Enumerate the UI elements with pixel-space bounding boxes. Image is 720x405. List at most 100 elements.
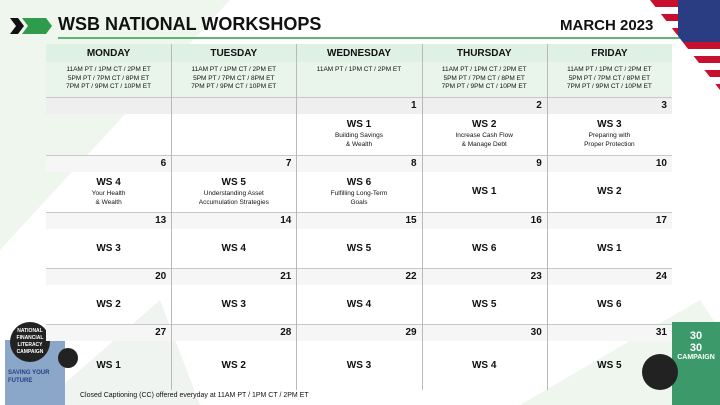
workshop-desc: & Manage Debt [461,141,507,148]
date-number: 10 [655,158,667,169]
row-line [46,268,672,269]
workshop: WS 5 [471,298,497,310]
workshop-desc: Understanding Asset [203,190,264,197]
date-number: 29 [405,327,417,338]
badge-text: NATIONAL [17,328,43,334]
column-line [171,44,173,390]
workshop: WS 5 [221,177,246,188]
workshop-desc: & Wealth [95,199,122,206]
row-line [46,324,672,325]
time-line: 11AM PT / 1PM CT / 2PM ET [316,66,402,73]
workshop: WS 1 [597,242,622,254]
time-line: 5PM PT / 7PM CT / 8PM ET [67,74,150,82]
campaign-text: 30 [689,330,703,342]
date-number: 24 [655,271,667,282]
book-text: SAVING YOUR [8,370,50,376]
time-line: 7PM PT / 9PM CT / 10PM ET [66,83,152,90]
row-line [46,155,672,156]
workshop: WS 5 [346,242,372,254]
badge-text: LITERACY [17,342,43,348]
workshop: WS 3 [597,119,622,130]
date-number: 22 [405,271,417,282]
workshop: WS 4 [346,298,372,310]
time-line: 11AM PT / 1PM CT / 2PM ET [66,66,151,73]
time-block: 11AM PT / 1PM CT / 2PM ET 5PM PT / 7PM CT… [547,66,672,92]
date-number: 8 [411,158,417,169]
date-number: 1 [411,100,417,111]
date-strip [46,324,672,341]
book-text: FUTURE [8,378,33,384]
column-line [296,44,298,390]
time-line: 7PM PT / 9PM CT / 10PM ET [566,83,652,90]
day-name: WEDNESDAY [326,48,392,59]
workshop: WS 4 [221,242,246,254]
workshop: WS 2 [471,119,497,130]
date-number: 31 [655,327,667,338]
workshop: WS 4 [471,359,497,371]
workshop-desc: Accumulation Strategies [198,199,269,206]
date-number: 23 [530,271,542,282]
workshop: WS 2 [597,186,622,197]
day-name: FRIDAY [591,48,628,59]
time-line: 11AM PT / 1PM CT / 2PM ET [441,66,527,73]
date-strip [46,268,672,285]
date-number: 28 [280,327,292,338]
workshop-desc: Fulfilling Long-Term [330,190,388,197]
time-block: 11AM PT / 1PM CT / 2PM ET 5PM PT / 7PM CT… [46,66,171,92]
time-block: 11AM PT / 1PM CT / 2PM ET 5PM PT / 7PM CT… [171,66,296,92]
workshop-desc: Proper Protection [584,141,635,148]
title: WSB NATIONAL WORKSHOPS [58,14,322,34]
date-strip [46,155,672,172]
date-number: 16 [530,215,542,226]
day-name: TUESDAY [210,48,258,59]
time-block: 11AM PT / 1PM CT / 2PM ET [296,66,421,75]
workshop: WS 6 [597,298,622,310]
date-number: 20 [155,271,167,282]
workshop: WS 2 [221,359,246,371]
workshop: WS 1 [346,119,372,130]
date-number: 13 [155,215,167,226]
workshop: WS 3 [96,242,121,254]
campaign-text: 30 [689,342,703,354]
time-line: 11AM PT / 1PM CT / 2PM ET [191,66,277,73]
times-row [46,62,672,97]
time-line: 5PM PT / 7PM CT / 8PM ET [443,74,525,82]
workshop: WS 1 [96,359,121,371]
workshop: WS 5 [597,359,622,371]
date-number: 9 [536,158,542,169]
workshop: WS 2 [96,298,121,310]
date-strip [46,212,672,229]
time-line: 5PM PT / 7PM CT / 8PM ET [193,74,275,82]
day-name: THURSDAY [456,48,512,59]
day-name: MONDAY [86,48,131,59]
badge-text: CAMPAIGN [16,349,44,355]
workshop-desc: Building Savings [334,132,384,139]
time-line: 5PM PT / 7PM CT / 8PM ET [568,74,651,82]
time-line: 7PM PT / 9PM CT / 10PM ET [441,83,527,90]
badge-text: FINANCIAL [16,335,44,341]
workshop: WS 3 [221,298,246,310]
row-line [46,97,672,98]
workshop: WS 4 [96,177,121,188]
date-strip [46,97,672,114]
date-number: 14 [280,215,292,226]
workshop: WS 6 [471,242,497,254]
date-number: 2 [536,100,542,111]
time-line: 7PM PT / 9PM CT / 10PM ET [191,83,277,90]
workshop: WS 1 [471,186,497,197]
workshop-desc: & Wealth [345,141,373,148]
date-number: 21 [280,271,292,282]
footer-note: Closed Captioning (CC) offered everyday … [80,392,309,399]
workshop: WS 6 [346,177,372,188]
campaign-text: CAMPAIGN [677,354,715,361]
month: MARCH 2023 [560,17,654,34]
date-number: 7 [285,158,292,169]
workshop-desc: Preparing with [588,132,631,139]
header-row [46,44,672,62]
date-number: 27 [155,327,167,338]
workshop-desc: Your Health [91,190,126,197]
time-line: 11AM PT / 1PM CT / 2PM ET [567,66,652,73]
date-number: 15 [405,215,417,226]
date-number: 6 [160,158,167,169]
